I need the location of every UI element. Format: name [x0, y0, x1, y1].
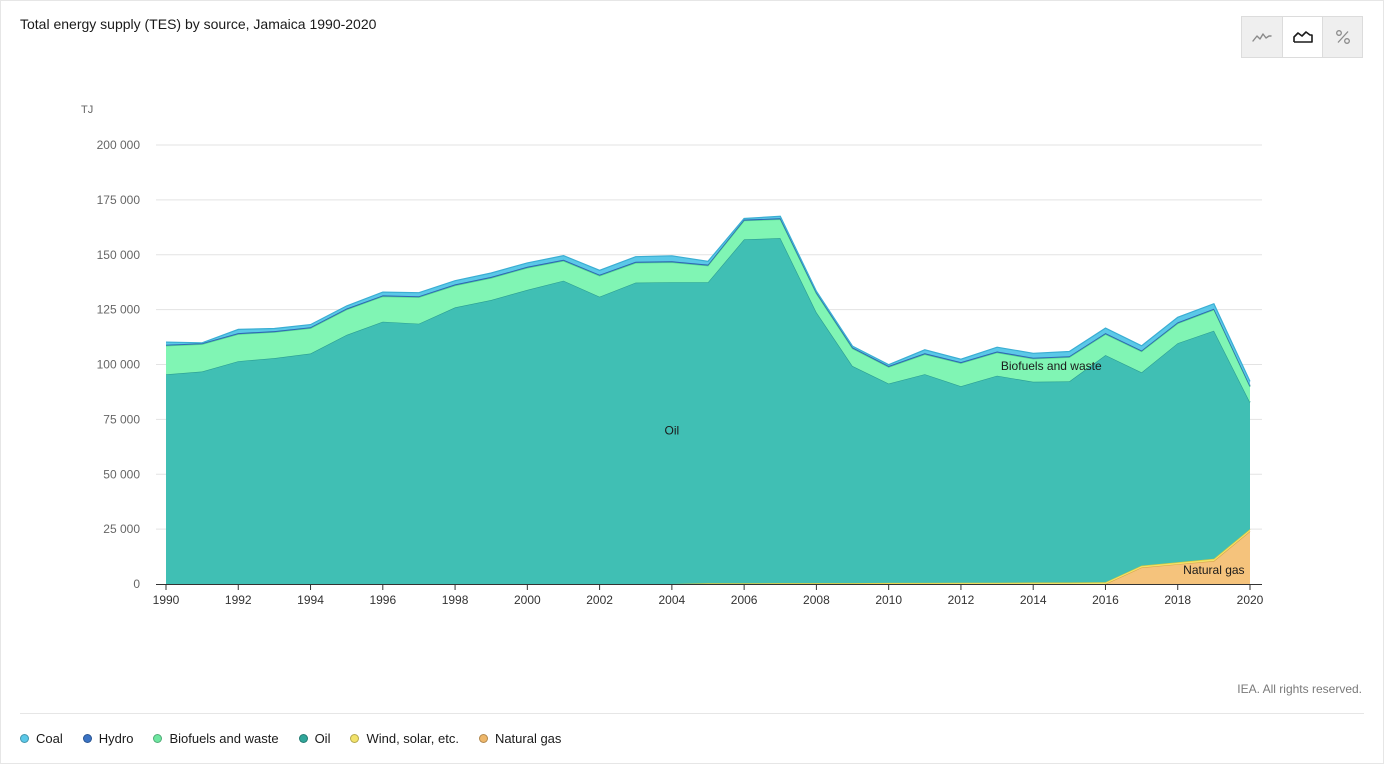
- y-tick-label: 100 000: [97, 358, 141, 372]
- chart-title: Total energy supply (TES) by source, Jam…: [20, 16, 377, 32]
- percent-toggle[interactable]: [1322, 17, 1362, 57]
- legend-item-wind-solar[interactable]: Wind, solar, etc.: [350, 731, 459, 746]
- x-tick-label: 2004: [659, 593, 686, 607]
- legend-item-natural-gas[interactable]: Natural gas: [478, 731, 562, 746]
- line-chart-toggle[interactable]: [1242, 17, 1282, 57]
- x-tick-label: 1998: [442, 593, 469, 607]
- y-tick-label: 75 000: [103, 412, 140, 426]
- legend-swatch-biofuels-and-waste: [153, 734, 163, 743]
- y-tick-label: 50 000: [103, 467, 140, 481]
- area-label: Oil: [665, 424, 680, 438]
- legend-swatch-hydro: [82, 734, 92, 743]
- legend-divider: [20, 713, 1364, 714]
- area-natural-gas: [166, 531, 1250, 584]
- area-series: [165, 215, 1251, 585]
- y-tick-label: 200 000: [97, 138, 141, 152]
- x-tick-label: 2020: [1237, 593, 1264, 607]
- legend-label-natural-gas: Natural gas: [494, 731, 562, 746]
- area-oil: [166, 238, 1250, 584]
- chart-type-toggle-group: [1241, 16, 1363, 58]
- percent-icon: [1335, 30, 1350, 44]
- x-tick-label: 1994: [297, 593, 324, 607]
- legend-item-coal[interactable]: Coal: [20, 731, 63, 746]
- x-tick-label: 2010: [875, 593, 902, 607]
- x-tick-label: 2000: [514, 593, 541, 607]
- legend-item-oil[interactable]: Oil: [298, 731, 331, 746]
- legend-item-biofuels-and-waste[interactable]: Biofuels and waste: [153, 731, 279, 746]
- area-chart-toggle[interactable]: [1282, 17, 1322, 57]
- area-label: Biofuels and waste: [1001, 359, 1102, 373]
- x-tick-label: 1992: [225, 593, 252, 607]
- x-tick-label: 2018: [1164, 593, 1191, 607]
- x-tick-label: 2016: [1092, 593, 1119, 607]
- y-tick-label: 25 000: [103, 522, 140, 536]
- area-chart: TJ 0 25 000 50 000 75 000 100 000 125 000 150 …: [81, 104, 1264, 607]
- y-tick-label: 150 000: [97, 248, 141, 262]
- area-chart-icon: [1292, 31, 1313, 43]
- area-biofuels-and-waste: [166, 219, 1250, 403]
- credit-text: IEA. All rights reserved.: [1237, 682, 1362, 696]
- legend-label-biofuels-and-waste: Biofuels and waste: [169, 731, 279, 746]
- x-tick-label: 2012: [948, 593, 975, 607]
- legend-label-hydro: Hydro: [98, 731, 134, 746]
- area-edge-coal: [165, 215, 1251, 382]
- line-chart-icon: [1252, 33, 1272, 42]
- legend-label-wind-solar: Wind, solar, etc.: [366, 731, 459, 746]
- legend-label-coal: Coal: [36, 731, 63, 746]
- x-tick-label: 2002: [586, 593, 613, 607]
- y-tick-label: 0: [133, 577, 140, 591]
- axes: 0 25 000 50 000 75 000 100 000 125 000 150 000…: [97, 138, 1264, 607]
- x-tick-label: 2008: [803, 593, 830, 607]
- area-annotations: Oil Biofuels and waste Natural gas: [665, 359, 1245, 577]
- legend-swatch-natural-gas: [478, 734, 488, 743]
- x-tick-label: 2006: [731, 593, 758, 607]
- area-label: Natural gas: [1183, 563, 1244, 577]
- legend-swatch-coal: [20, 734, 29, 743]
- y-tick-label: 175 000: [97, 193, 141, 207]
- x-tick-label: 1990: [153, 593, 180, 607]
- legend: Coal Hydro Biofuels and waste Oil Wind, …: [20, 731, 561, 746]
- legend-swatch-oil: [298, 734, 308, 743]
- legend-swatch-wind-solar: [350, 734, 360, 743]
- x-tick-label: 2014: [1020, 593, 1047, 607]
- legend-label-oil: Oil: [314, 731, 331, 746]
- y-tick-label: 125 000: [97, 303, 141, 317]
- legend-item-hydro[interactable]: Hydro: [82, 731, 134, 746]
- x-tick-label: 1996: [369, 593, 396, 607]
- y-axis-unit: TJ: [81, 104, 93, 116]
